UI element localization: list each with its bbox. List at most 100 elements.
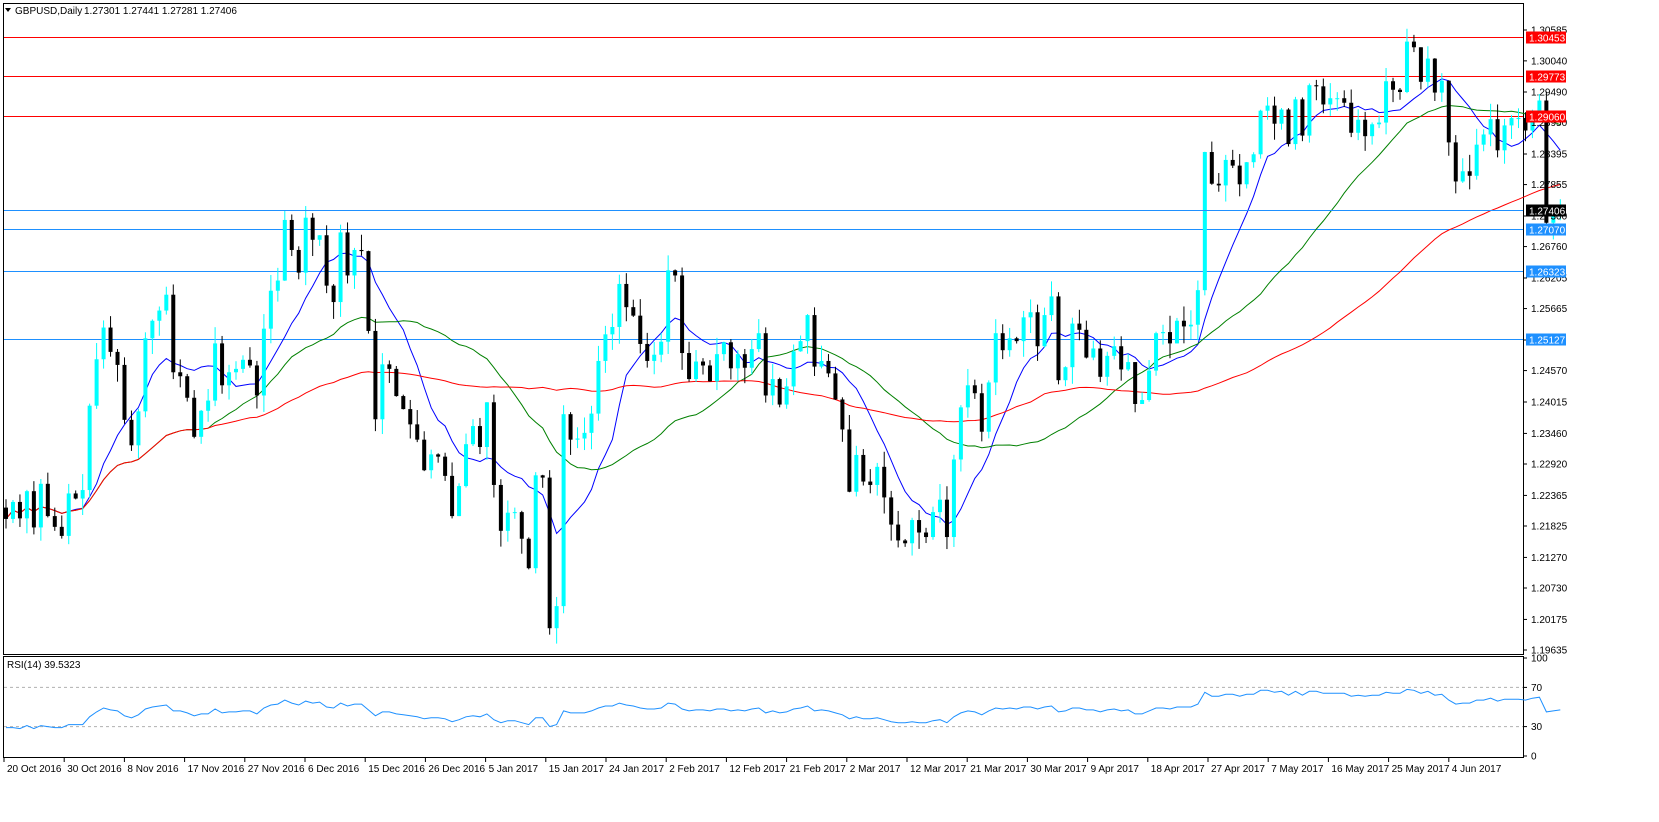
- candle-body: [199, 410, 204, 437]
- candle-body: [1363, 119, 1368, 137]
- candle: [986, 380, 991, 439]
- candle: [1425, 46, 1430, 88]
- price-tick-label: 1.30585: [1531, 26, 1568, 37]
- candle: [1488, 103, 1493, 147]
- candle: [1391, 77, 1396, 103]
- candle: [1105, 351, 1110, 386]
- candle-body: [1398, 89, 1402, 92]
- candle: [227, 364, 232, 400]
- time-tick-label: 16 May 2017: [1331, 764, 1389, 775]
- time-tick-label: 6 Dec 2016: [308, 764, 360, 775]
- candle: [1272, 96, 1277, 140]
- candle: [798, 335, 803, 352]
- candle: [749, 338, 754, 375]
- candle: [240, 355, 245, 373]
- candle: [1398, 87, 1402, 100]
- candle-body: [714, 354, 719, 382]
- candle-body: [1174, 320, 1179, 344]
- candle-body: [610, 326, 615, 335]
- candle-body: [1167, 332, 1172, 344]
- candle-body: [526, 538, 531, 569]
- candle-body: [498, 484, 503, 531]
- candle: [840, 397, 845, 442]
- candle: [1202, 151, 1207, 296]
- candle-body: [254, 365, 259, 396]
- candle: [777, 377, 782, 408]
- candle: [1314, 79, 1319, 101]
- time-tick-label: 9 Apr 2017: [1091, 764, 1140, 775]
- candle: [1328, 83, 1333, 116]
- candle: [1049, 281, 1054, 321]
- candle: [638, 299, 643, 354]
- candle: [847, 415, 852, 493]
- candle: [554, 596, 559, 644]
- candle-body: [275, 280, 280, 291]
- candle-body: [122, 364, 127, 420]
- candle: [247, 347, 252, 368]
- candle-body: [861, 454, 866, 482]
- candle: [1154, 331, 1159, 376]
- candle: [631, 299, 636, 317]
- candle: [491, 394, 496, 498]
- candle: [1161, 324, 1166, 345]
- candle: [1084, 320, 1089, 359]
- candle-body: [436, 454, 441, 457]
- candle-body: [366, 251, 371, 331]
- time-axis: 20 Oct 2016 30 Oct 2016 8 Nov 2016 17 Nov 2…: [3, 757, 1502, 775]
- rsi-panel: RSI(14) 39.5323: [3, 656, 1561, 758]
- rsi-tick-label: 0: [1531, 752, 1537, 763]
- candle: [735, 350, 740, 381]
- candle: [1537, 94, 1542, 113]
- candle-body: [129, 419, 134, 446]
- candle-body: [1209, 152, 1214, 184]
- price-tick-label: 1.28950: [1531, 118, 1568, 129]
- candle: [1411, 34, 1416, 53]
- candle: [73, 490, 78, 500]
- candle-body: [45, 483, 50, 517]
- candle: [756, 319, 761, 353]
- candle: [1014, 336, 1019, 344]
- candle: [1265, 97, 1270, 120]
- candle-body: [694, 361, 699, 380]
- candle: [659, 333, 664, 363]
- candle: [1453, 135, 1458, 194]
- chart-menu-triangle-icon[interactable]: [5, 8, 11, 12]
- candle: [317, 235, 322, 246]
- time-tick-label: 18 Apr 2017: [1151, 764, 1205, 775]
- candle: [52, 507, 57, 531]
- candle-body: [1314, 85, 1319, 87]
- level-label: 1.30453: [1529, 34, 1566, 45]
- candle-body: [59, 526, 64, 536]
- candle-body: [1335, 98, 1340, 100]
- candle-body: [819, 360, 824, 367]
- candle-body: [457, 486, 462, 517]
- candle: [694, 350, 699, 382]
- candle: [1356, 109, 1361, 141]
- candle-body: [1223, 159, 1228, 186]
- candle-body: [303, 217, 308, 273]
- candle-body: [401, 396, 406, 410]
- chart-header: GBPUSD,Daily 1.27301 1.27441 1.27281 1.2…: [5, 6, 237, 17]
- candle: [861, 449, 866, 486]
- price-panel-border: [3, 3, 1524, 655]
- candle-body: [1384, 81, 1389, 123]
- candle-body: [910, 520, 915, 544]
- candle: [185, 373, 190, 402]
- candle: [805, 314, 810, 354]
- candle: [1279, 108, 1284, 130]
- candle-body: [777, 379, 782, 405]
- candle: [1174, 317, 1179, 344]
- candle-body: [1523, 118, 1528, 131]
- candle-body: [812, 315, 817, 367]
- candle: [1300, 97, 1305, 142]
- candle-body: [1418, 47, 1423, 82]
- candle-body: [533, 475, 538, 569]
- candle: [972, 379, 977, 399]
- candle-body: [1502, 125, 1507, 151]
- candle-body: [1446, 80, 1451, 143]
- candle-body: [1028, 312, 1033, 318]
- candle: [1307, 83, 1312, 143]
- candle: [1384, 67, 1389, 135]
- candle-body: [924, 532, 929, 538]
